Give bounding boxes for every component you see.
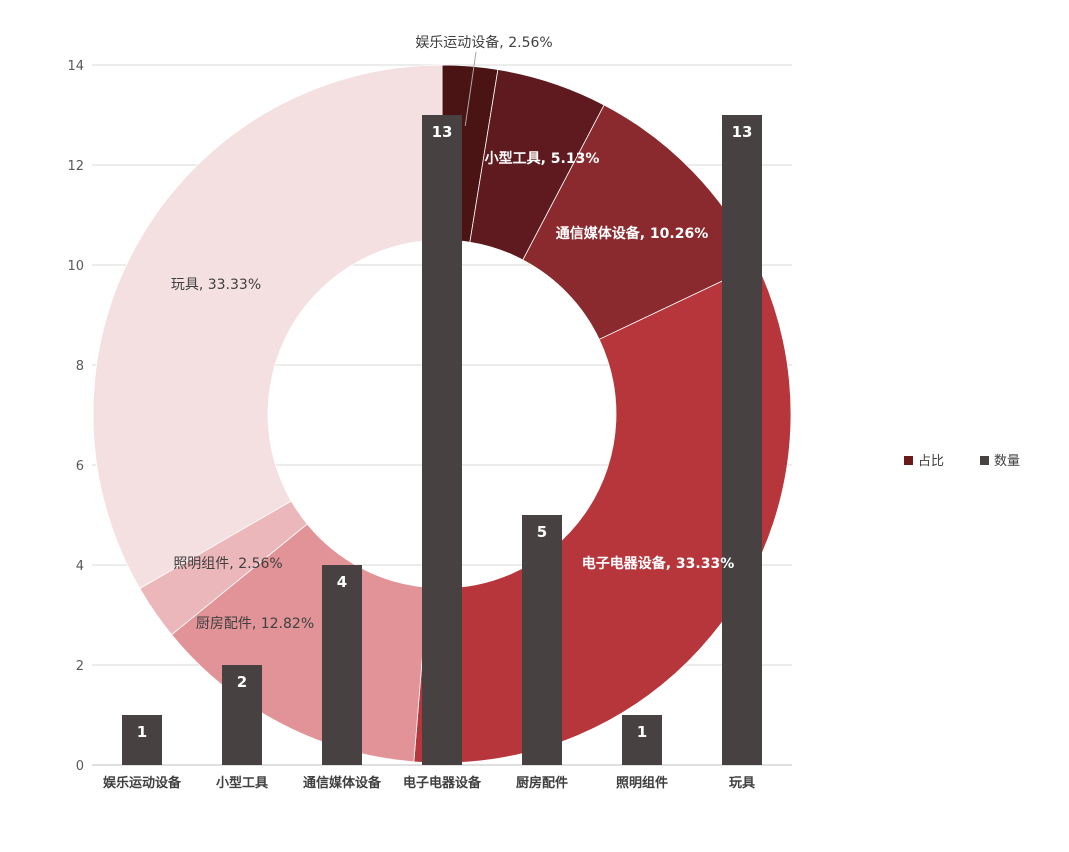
leader-line (464, 51, 477, 127)
slice-data-label: 厨房配件, 12.82% (196, 616, 314, 632)
slice-data-label: 娱乐运动设备, 2.56% (415, 34, 552, 51)
bar (122, 715, 162, 765)
doughnut-ring (92, 64, 792, 764)
legend-swatch (980, 456, 989, 465)
bar-data-label: 13 (432, 123, 453, 141)
doughnut-slice-4 (413, 263, 792, 764)
y-tick-label: 12 (67, 159, 84, 174)
slice-data-label: 电子电器设备, 33.33% (582, 555, 735, 572)
bar (222, 665, 262, 765)
bar-data-label: 4 (337, 573, 347, 591)
x-category-label: 玩具 (729, 776, 755, 791)
x-category-label: 厨房配件 (516, 775, 568, 791)
bar-series: 1 2 4 13 5 1 13 (122, 115, 762, 765)
x-category-label: 娱乐运动设备 (103, 775, 182, 791)
y-tick-label: 0 (76, 759, 84, 774)
slice-data-label: 玩具, 33.33% (171, 277, 261, 293)
slice-data-label: 通信媒体设备, 10.26% (556, 225, 709, 242)
legend-label: 占比 (918, 454, 944, 469)
y-tick-label: 2 (76, 659, 84, 674)
legend-swatch (904, 456, 913, 465)
y-tick-label: 4 (76, 559, 84, 574)
bar-data-label: 1 (137, 723, 147, 741)
x-category-label: 照明组件 (616, 775, 668, 791)
bar (422, 115, 462, 765)
legend-label: 数量 (994, 454, 1020, 469)
slice-data-label: 照明组件, 2.56% (173, 556, 282, 572)
bar (522, 515, 562, 765)
bar (322, 565, 362, 765)
y-tick-label: 8 (76, 359, 84, 374)
y-tick-label: 10 (67, 259, 84, 274)
legend: 占比 数量 (904, 454, 1020, 469)
bar-data-label: 13 (732, 123, 753, 141)
x-category-label: 通信媒体设备 (303, 775, 382, 791)
bar-data-label: 2 (237, 673, 247, 691)
slice-data-label: 小型工具, 5.13% (485, 150, 600, 167)
y-tick-label: 6 (76, 459, 84, 474)
doughnut-slice-7 (92, 64, 443, 590)
bar (722, 115, 762, 765)
x-category-label: 小型工具 (216, 775, 268, 791)
x-category-label: 电子电器设备 (403, 775, 482, 791)
bar (622, 715, 662, 765)
y-tick-label: 14 (67, 59, 84, 74)
slice-labels: 娱乐运动设备, 2.56% 小型工具, 5.13% 通信媒体设备, 10.26% 电子… (171, 34, 734, 632)
bar-data-label: 1 (637, 723, 647, 741)
bar-data-label: 5 (537, 523, 547, 541)
